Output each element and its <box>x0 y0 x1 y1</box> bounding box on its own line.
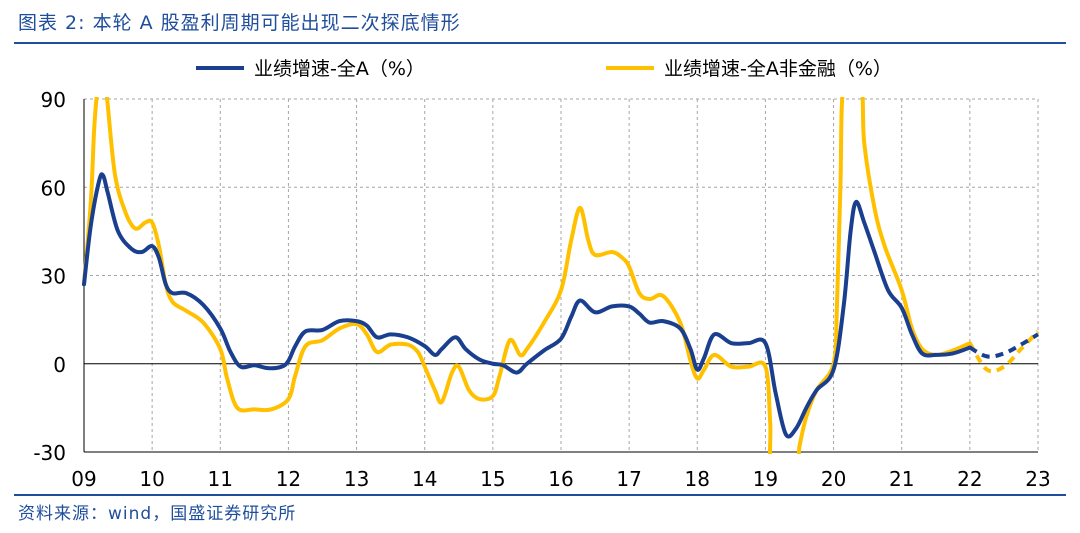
x-tick-label: 17 <box>616 467 641 491</box>
y-tick-label: 0 <box>53 353 66 377</box>
x-tick-label: 11 <box>208 467 233 491</box>
legend: 业绩增速-全A（%） 业绩增速-全A非金融（%） <box>196 58 892 80</box>
x-tick-label: 20 <box>821 467 846 491</box>
series-line-1 <box>82 97 972 454</box>
legend-label-1: 业绩增速-全A非金融（%） <box>664 58 892 80</box>
y-tick-label: -30 <box>33 441 66 465</box>
x-tick-label: 14 <box>412 467 437 491</box>
x-tick-label: 18 <box>685 467 710 491</box>
y-tick-label: 90 <box>41 88 66 112</box>
series-forecast-line-0 <box>968 332 1040 359</box>
x-tick-label: 09 <box>71 467 96 491</box>
figure-title: 图表 2: 本轮 A 股盈利周期可能出现二次探底情形 <box>18 12 461 34</box>
x-tick-label: 22 <box>957 467 982 491</box>
y-tick-label: 60 <box>41 176 66 200</box>
series-lines <box>82 97 1040 454</box>
x-tick-label: 16 <box>548 467 573 491</box>
x-tick-label: 19 <box>753 467 778 491</box>
x-tick-label: 10 <box>139 467 164 491</box>
x-tick-label: 23 <box>1025 467 1050 491</box>
series-line-0 <box>82 172 972 439</box>
y-tick-label: 30 <box>41 265 66 289</box>
x-tick-label: 12 <box>276 467 301 491</box>
header-rule <box>14 42 1066 44</box>
x-tick-label: 21 <box>889 467 914 491</box>
source-note: 资料来源：wind，国盛证券研究所 <box>18 504 297 524</box>
x-tick-label: 13 <box>344 467 369 491</box>
axes: -30 0 30 60 90 09 10 11 12 13 14 15 16 17 18 19 20 21 22 23 <box>33 88 1050 491</box>
gridlines <box>84 98 1039 452</box>
footer-rule <box>14 494 1066 496</box>
legend-label-0: 业绩增速-全A（%） <box>254 58 425 80</box>
series-forecast-line-1 <box>968 330 1040 374</box>
x-tick-label: 15 <box>480 467 505 491</box>
